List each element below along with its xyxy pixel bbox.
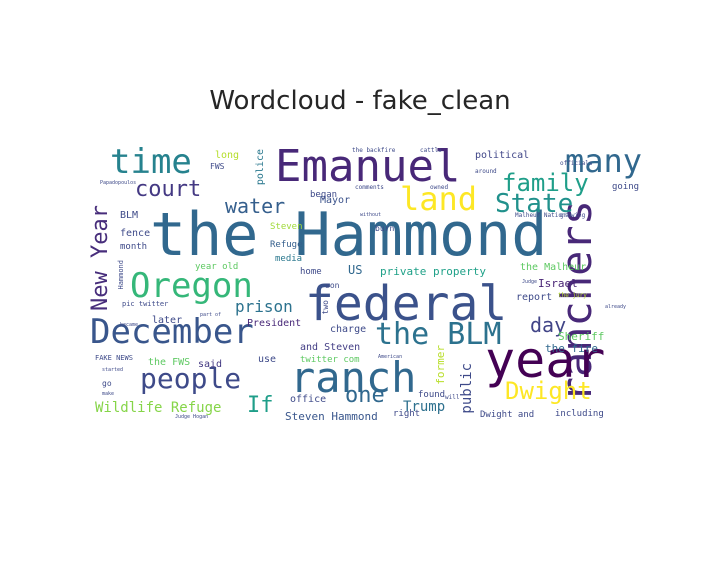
word-many: many bbox=[565, 145, 642, 180]
word-federal: federal bbox=[305, 276, 508, 332]
word-the-malheur: the Malheur bbox=[520, 262, 587, 273]
word-cattle: cattle bbox=[420, 147, 442, 154]
word-blm: BLM bbox=[120, 210, 139, 221]
word-fws: FWS bbox=[210, 162, 225, 171]
word-month: month bbox=[120, 242, 148, 252]
word-year-old: year old bbox=[195, 262, 239, 272]
word-pic-twitter: pic twitter bbox=[122, 300, 169, 308]
word-home: home bbox=[300, 267, 322, 277]
word-around: around bbox=[475, 168, 497, 175]
word-judge-hogan: Judge Hogan bbox=[175, 414, 209, 420]
word-wildlife-refuge: Wildlife Refuge bbox=[95, 400, 222, 416]
word-son: son bbox=[325, 281, 340, 290]
word-and-steven: and Steven bbox=[300, 342, 361, 353]
word-the-blm: the BLM bbox=[375, 317, 502, 352]
word-found: found bbox=[418, 390, 446, 400]
word-two: two bbox=[321, 300, 330, 315]
word-trump: Trump bbox=[403, 399, 446, 415]
word-private-property: private property bbox=[380, 265, 486, 278]
word-the-jury: the jury bbox=[558, 292, 587, 299]
word-water: water bbox=[225, 194, 286, 218]
word-if: If bbox=[247, 393, 274, 418]
word-israel: Israel bbox=[538, 277, 578, 290]
word-american: American bbox=[378, 354, 403, 360]
word-dwight: Dwight bbox=[505, 377, 592, 405]
word-charge: charge bbox=[330, 324, 367, 335]
word-day: day bbox=[530, 313, 567, 337]
word-political: political bbox=[475, 150, 530, 161]
word-twitter-com: twitter com bbox=[300, 355, 360, 365]
word-long: long bbox=[215, 150, 240, 161]
chart-title: Wordcloud - fake_clean bbox=[209, 86, 511, 116]
word-former: former bbox=[434, 345, 447, 385]
word-steven-hammond: Steven Hammond bbox=[285, 410, 378, 421]
word-including: including bbox=[555, 409, 604, 419]
word-the-backfire: the backfire bbox=[352, 147, 396, 154]
word-family: family bbox=[502, 169, 589, 197]
word-land: land bbox=[400, 180, 478, 218]
word-emanuel: Emanuel bbox=[275, 145, 461, 192]
word-prison: prison bbox=[235, 297, 293, 316]
word-growing: growing bbox=[560, 212, 586, 219]
word-part-of: part of bbox=[200, 312, 222, 318]
word-right: right bbox=[393, 409, 421, 419]
word-without: without bbox=[360, 212, 382, 218]
word-dwight-and: Dwight and bbox=[480, 410, 535, 420]
word-judge: Judge bbox=[522, 279, 538, 285]
word-us: US bbox=[348, 263, 363, 277]
word-owned: owned bbox=[430, 184, 449, 191]
word-people: people bbox=[140, 362, 242, 395]
word-use: use bbox=[258, 354, 277, 365]
word-the-fire: the fire bbox=[545, 342, 598, 355]
word-burn: burn bbox=[375, 224, 395, 233]
word-comments: comments bbox=[355, 184, 384, 191]
word-go: go bbox=[102, 379, 112, 388]
word-started: started bbox=[102, 367, 124, 373]
word-refuge: Refuge bbox=[270, 240, 303, 250]
word-make: make bbox=[102, 391, 115, 397]
word-new-year: New Year bbox=[90, 205, 113, 311]
word-the-hammond: the Hammond bbox=[150, 200, 548, 270]
word-december: December bbox=[90, 312, 254, 352]
word-later: later bbox=[152, 315, 183, 326]
word-malheur-national: Malheur National bbox=[515, 212, 573, 219]
word-officials: officials bbox=[560, 160, 593, 167]
word-court: court bbox=[135, 177, 202, 202]
word-oregon: Oregon bbox=[130, 266, 253, 306]
word-said: said bbox=[198, 359, 223, 370]
word-mayor: Mayor bbox=[320, 195, 351, 206]
word-media: media bbox=[275, 254, 303, 264]
word-office: office bbox=[290, 394, 327, 405]
word-time: time bbox=[110, 145, 192, 182]
word-public: public bbox=[459, 363, 475, 414]
word-fake-news: FAKE NEWS bbox=[95, 354, 133, 362]
wordcloud: the Hammond federal Emanuel ranch ranche… bbox=[90, 145, 642, 421]
word-report: report bbox=[516, 292, 553, 303]
word-ranch: ranch bbox=[290, 353, 417, 402]
word-state: State bbox=[495, 189, 574, 219]
word-became: became bbox=[120, 322, 139, 328]
word-fence: fence bbox=[120, 228, 151, 239]
word-year: year bbox=[485, 331, 606, 389]
word-steven: Steven bbox=[270, 222, 303, 232]
word-already: already bbox=[605, 304, 627, 310]
word-will: will bbox=[445, 394, 460, 401]
word-the-fws: the FWS bbox=[148, 357, 191, 368]
word-hammond: Hammond bbox=[117, 260, 125, 290]
word-going: going bbox=[612, 182, 640, 192]
word-papadopoulos: Papadopoulos bbox=[100, 180, 137, 186]
word-president: President bbox=[247, 318, 302, 329]
word-began: began bbox=[310, 190, 338, 200]
word-sheriff: Sheriff bbox=[558, 330, 605, 343]
word-one: one bbox=[345, 383, 385, 408]
word-police: police bbox=[255, 149, 266, 186]
